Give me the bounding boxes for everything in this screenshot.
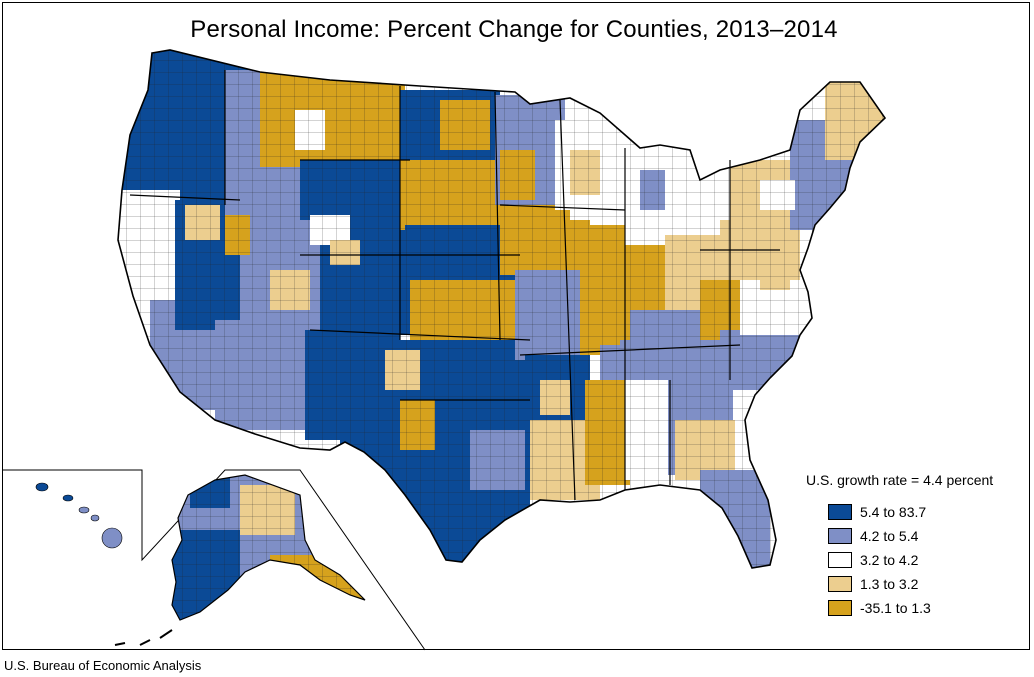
us-outline — [117, 49, 887, 569]
legend-label: 5.4 to 83.7 — [860, 504, 927, 520]
legend-swatch — [828, 504, 852, 520]
legend-label: 4.2 to 5.4 — [860, 528, 919, 544]
legend-item: 4.2 to 5.4 — [806, 524, 1016, 548]
contiguous-us — [117, 49, 887, 569]
legend-swatch — [828, 552, 852, 568]
hawaii-islands — [35, 482, 123, 549]
legend-swatch — [828, 528, 852, 544]
legend-item: 3.2 to 4.2 — [806, 548, 1016, 572]
legend-label: 1.3 to 3.2 — [860, 576, 919, 592]
state-borders — [129, 70, 780, 501]
legend-item: 1.3 to 3.2 — [806, 572, 1016, 596]
map-title: Personal Income: Percent Change for Coun… — [190, 16, 838, 43]
legend-label: -35.1 to 1.3 — [860, 600, 931, 616]
legend-item: 5.4 to 83.7 — [806, 500, 1016, 524]
legend-swatch — [828, 600, 852, 616]
legend-label: 3.2 to 4.2 — [860, 552, 919, 568]
source-note: U.S. Bureau of Economic Analysis — [4, 658, 202, 673]
legend-swatch — [828, 576, 852, 592]
legend: U.S. growth rate = 4.4 percent 5.4 to 83… — [806, 472, 1016, 620]
legend-item: -35.1 to 1.3 — [806, 596, 1016, 620]
inset-alaska-hawaii — [2, 469, 426, 651]
legend-title: U.S. growth rate = 4.4 percent — [806, 472, 994, 488]
alaska-outline — [171, 474, 366, 621]
